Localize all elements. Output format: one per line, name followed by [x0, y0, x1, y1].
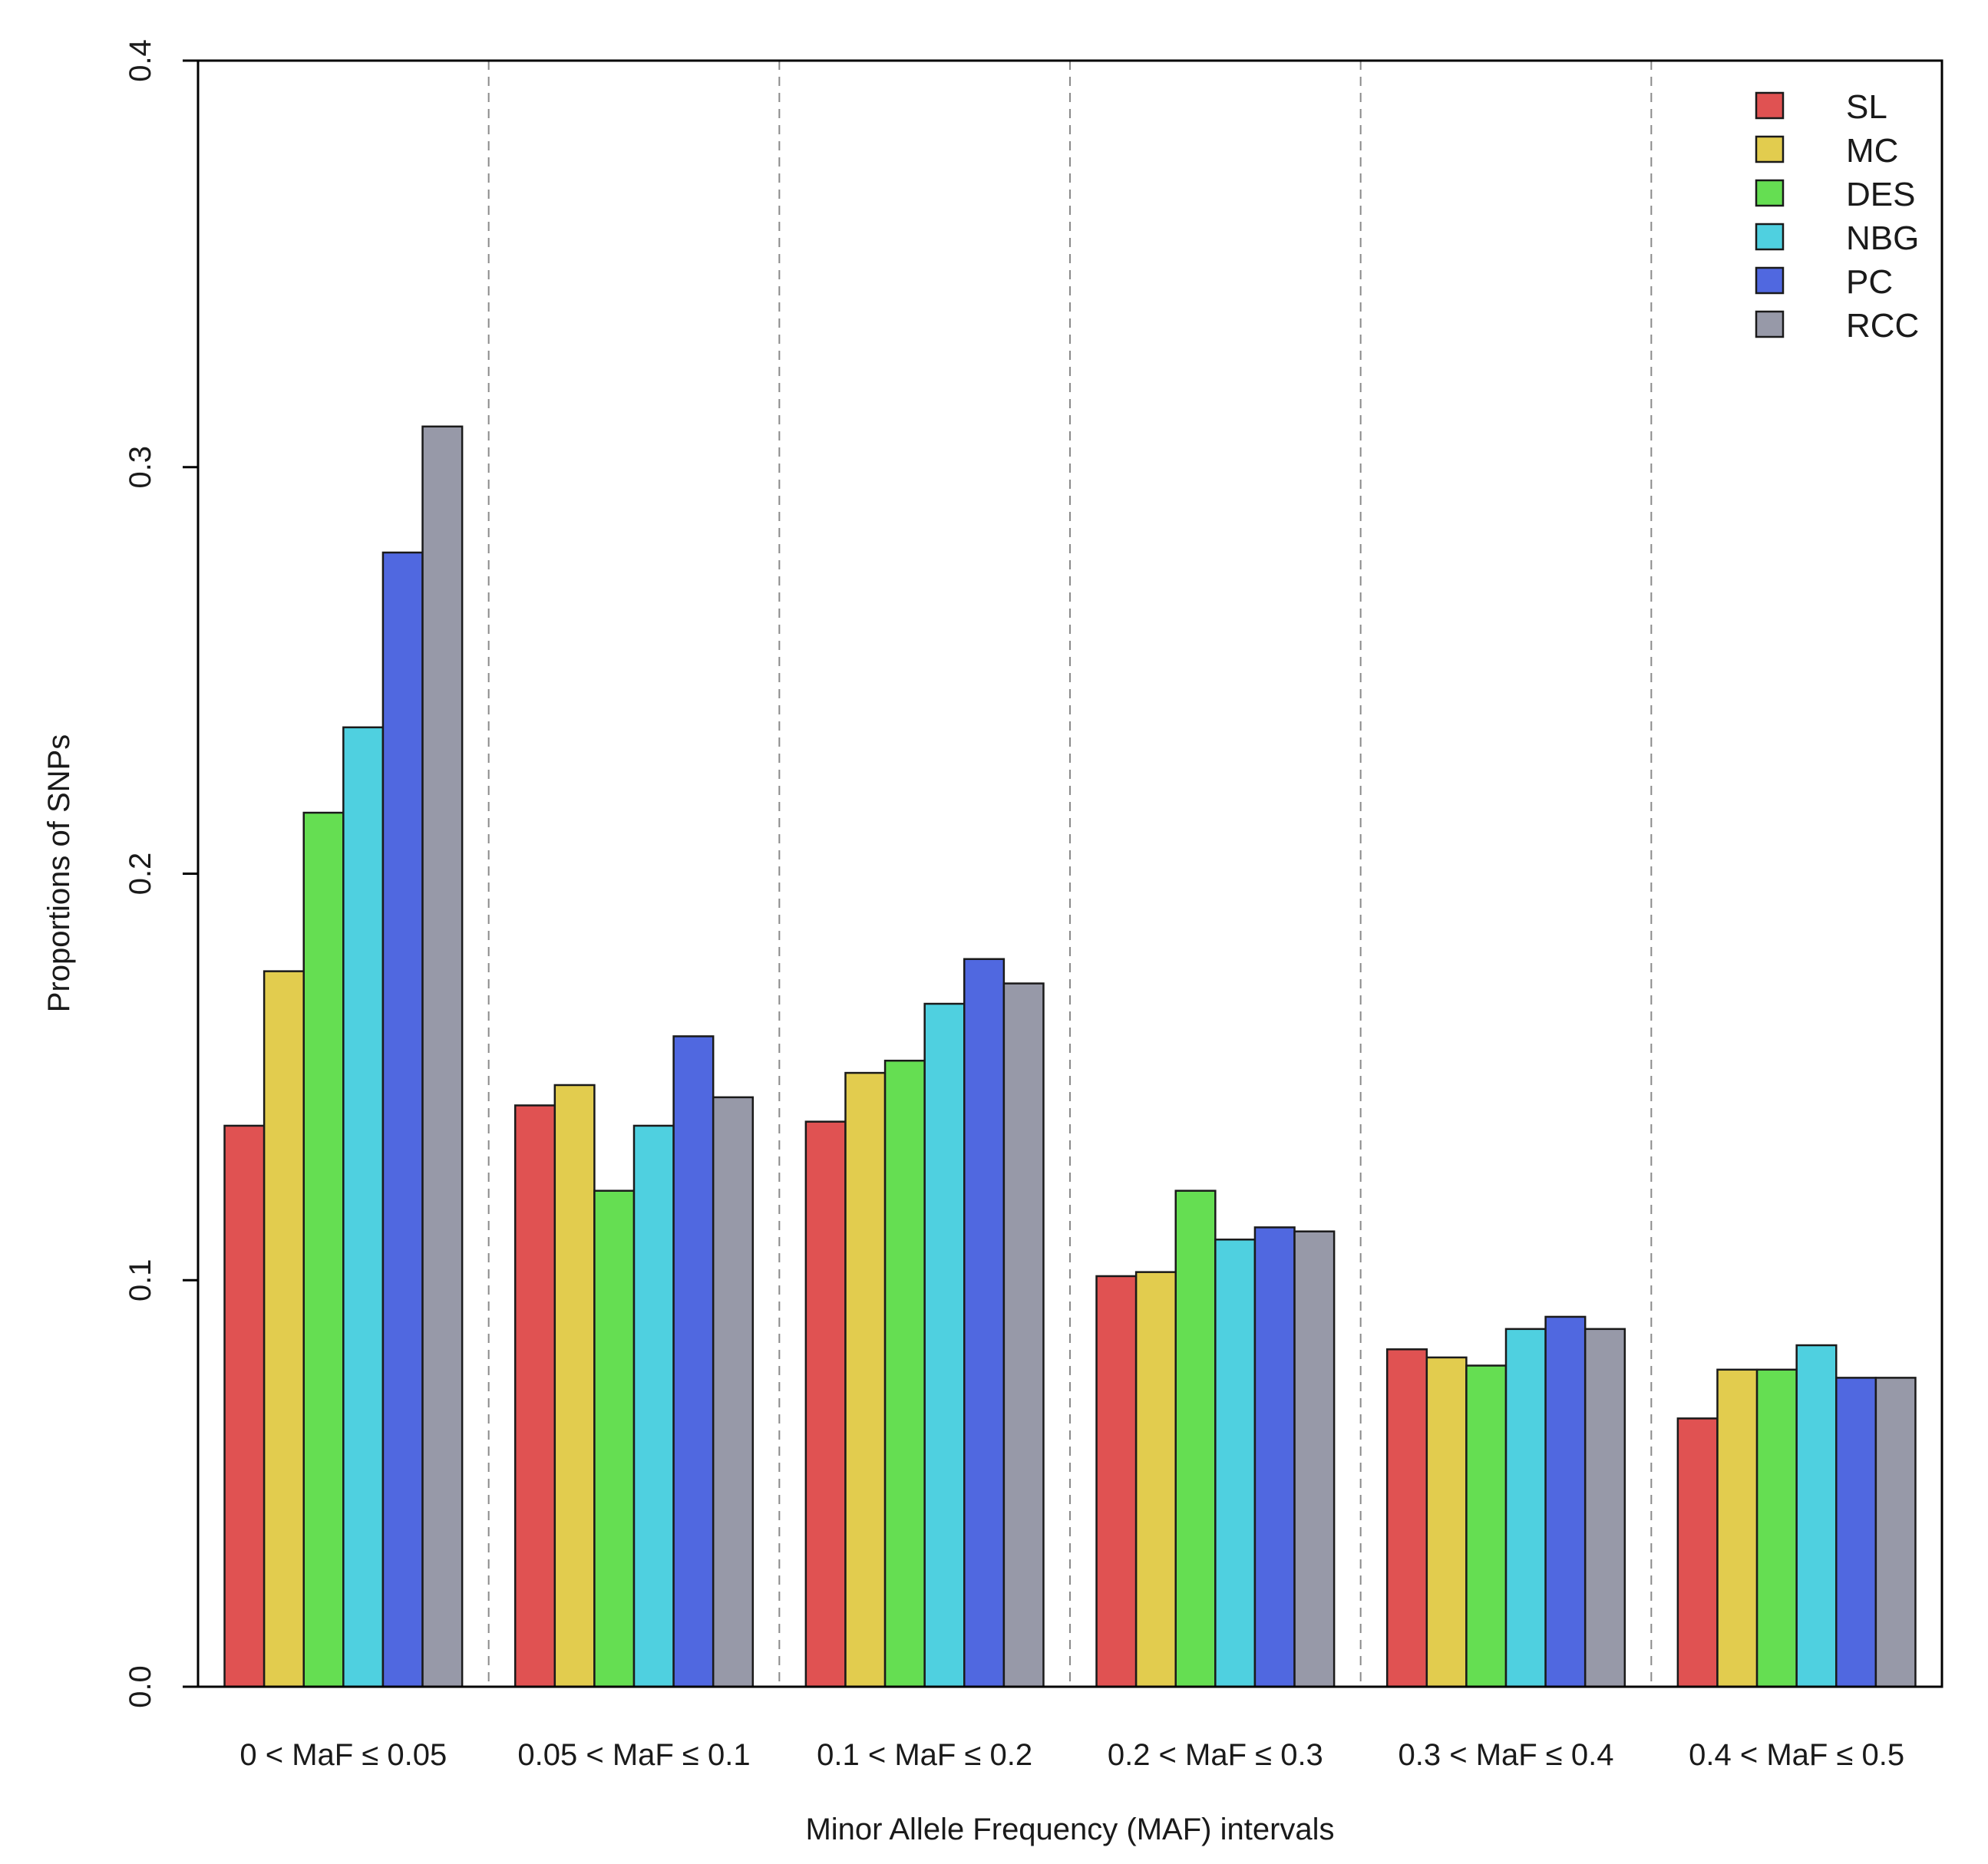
bar-pc-1	[672, 1035, 715, 1688]
legend-label-pc: PC	[1846, 263, 1893, 301]
bar-des-4	[1465, 1364, 1508, 1688]
bar-sl-5	[1676, 1417, 1719, 1688]
bar-sl-1	[514, 1104, 556, 1688]
legend-label-rcc: RCC	[1846, 307, 1919, 345]
x-category-label: 0.05 < MaF ≤ 0.1	[517, 1738, 750, 1772]
bar-rcc-2	[1002, 982, 1045, 1688]
bar-pc-0	[381, 551, 424, 1688]
bar-rcc-3	[1293, 1230, 1336, 1688]
y-tick-label: 0.1	[124, 1259, 157, 1302]
bar-rcc-4	[1583, 1328, 1626, 1688]
legend-swatch-mc	[1755, 135, 1785, 163]
bar-sl-2	[804, 1120, 847, 1688]
legend-swatch-nbg	[1755, 223, 1785, 251]
legend-swatch-sl	[1755, 91, 1785, 120]
x-category-label: 0.2 < MaF ≤ 0.3	[1108, 1738, 1323, 1772]
legend-label-des: DES	[1846, 176, 1915, 213]
bar-pc-3	[1253, 1226, 1296, 1688]
y-tick-label: 0.0	[124, 1665, 157, 1708]
bar-mc-2	[844, 1071, 887, 1688]
legend-swatch-pc	[1755, 266, 1785, 295]
bar-nbg-2	[923, 1002, 966, 1688]
bar-mc-5	[1716, 1368, 1758, 1688]
bar-pc-4	[1544, 1315, 1587, 1688]
legend-swatch-des	[1755, 179, 1785, 207]
bar-des-1	[593, 1189, 636, 1688]
y-tick-label: 0.4	[124, 39, 157, 82]
x-category-label: 0.4 < MaF ≤ 0.5	[1689, 1738, 1904, 1772]
bar-sl-4	[1385, 1348, 1428, 1688]
bar-des-5	[1755, 1368, 1798, 1688]
bar-sl-0	[223, 1124, 266, 1688]
x-axis-title: Minor Allele Frequency (MAF) intervals	[805, 1813, 1334, 1846]
bar-nbg-3	[1214, 1239, 1257, 1688]
y-axis-title: Proportions of SNPs	[42, 734, 76, 1012]
bar-mc-0	[263, 970, 305, 1688]
x-category-label: 0.1 < MaF ≤ 0.2	[817, 1738, 1032, 1772]
legend: SL MC DES NBG PC RCC	[1755, 88, 1919, 345]
bar-nbg-5	[1795, 1344, 1838, 1688]
bar-nbg-1	[632, 1124, 675, 1688]
bars-group	[223, 425, 1917, 1688]
bar-pc-5	[1835, 1377, 1877, 1688]
bar-nbg-0	[342, 726, 385, 1688]
x-axis: 0 < MaF ≤ 0.05 0.05 < MaF ≤ 0.1 0.1 < MaF …	[239, 1738, 1904, 1772]
legend-label-mc: MC	[1846, 132, 1898, 170]
group-separators	[487, 61, 1653, 1687]
bar-rcc-1	[712, 1096, 755, 1688]
legend-label-nbg: NBG	[1846, 219, 1919, 257]
bar-sl-3	[1095, 1275, 1138, 1688]
legend-label-sl: SL	[1846, 88, 1887, 126]
y-tick-label: 0.2	[124, 853, 157, 896]
bar-des-3	[1174, 1189, 1217, 1688]
x-category-label: 0 < MaF ≤ 0.05	[239, 1738, 447, 1772]
bar-pc-2	[963, 958, 1006, 1688]
bar-des-0	[302, 811, 345, 1688]
bar-des-2	[883, 1059, 926, 1688]
bar-rcc-5	[1874, 1377, 1917, 1688]
y-axis: 0.0 0.1 0.2 0.3 0.4	[124, 39, 200, 1708]
bar-mc-4	[1425, 1356, 1468, 1688]
bar-nbg-4	[1504, 1328, 1547, 1688]
y-tick-label: 0.3	[124, 446, 157, 489]
legend-swatch-rcc	[1755, 310, 1785, 338]
bar-mc-3	[1134, 1271, 1177, 1688]
bar-mc-1	[553, 1084, 596, 1688]
x-category-label: 0.3 < MaF ≤ 0.4	[1399, 1738, 1614, 1772]
bar-rcc-0	[421, 425, 464, 1688]
